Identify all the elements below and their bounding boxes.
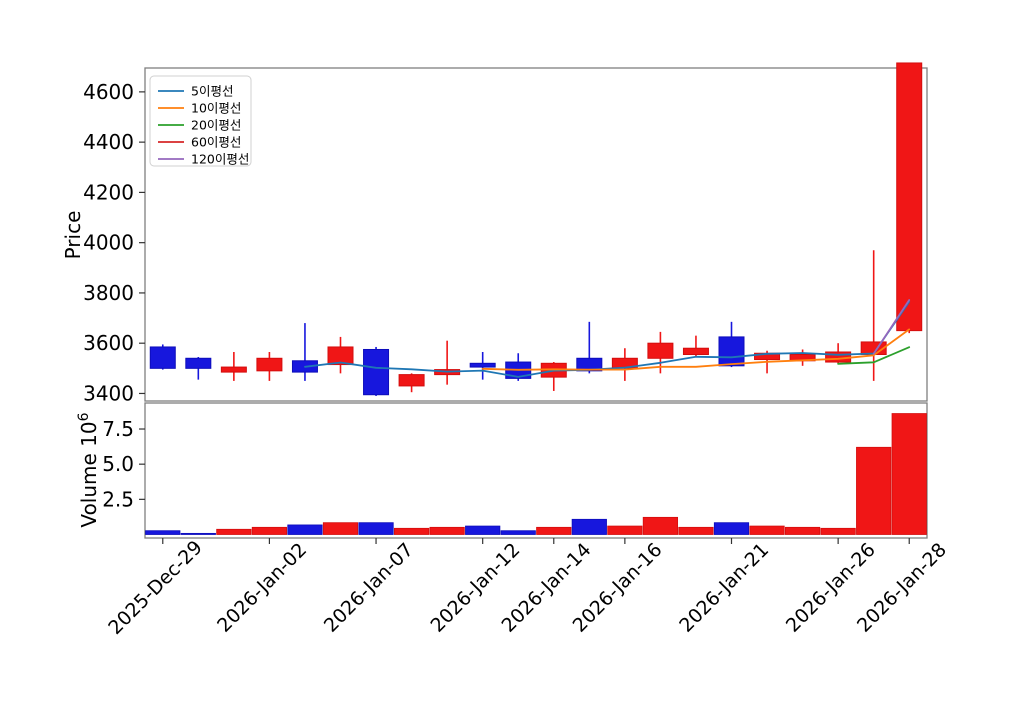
candle [434,340,461,385]
candle [825,343,852,364]
candle-body [647,342,674,359]
candle-body [576,357,603,372]
price-panel-border [144,67,928,402]
volume-bar [713,522,750,535]
volume-bar [500,530,536,535]
volume-bar [536,526,572,535]
volume-bar [287,524,323,535]
candle [718,321,745,368]
candle [611,348,638,381]
candle [185,357,212,380]
volume-bar [820,527,856,535]
volume-bar [749,525,785,535]
legend-label: 60이평선 [191,135,241,150]
candlesticks [149,62,923,396]
candle [469,351,496,380]
volume-bar [180,532,216,535]
candle-body [185,357,212,369]
volume-bar [322,522,359,535]
ma-line-5이평선 [304,300,911,378]
candle-body [469,362,496,368]
volume-bar [393,527,430,535]
volume-bar [678,526,714,535]
candle [896,62,923,334]
volume-bar [145,530,181,535]
candle [682,335,709,358]
volume-bar [891,413,927,535]
volume-axis-title: Volume 106 [76,412,101,527]
candle-body [149,346,176,369]
price-tick-label: 4000 [83,231,134,255]
volume-bar [607,525,643,535]
price-tick-label: 4600 [83,80,134,104]
volume-bar [856,446,892,535]
legend-label: 5이평선 [191,84,233,99]
volume-bar [642,516,679,535]
ma-line-10이평선 [481,328,911,371]
candle [540,362,567,391]
volume-bar [571,518,607,535]
legend-label: 20이평선 [191,118,241,133]
candle-body [256,357,283,372]
candle [256,351,283,381]
volume-bar [358,522,394,535]
volume-bar [429,526,465,535]
candle [291,323,318,381]
volume-bar [784,526,821,535]
date-tick-label: 2026-Jan-02 [213,539,311,637]
candle [149,344,176,370]
volume-bars [145,413,927,535]
price-axis-title: Price [61,211,85,260]
x-axis: 2025-Dec-29 2026-Jan-02 2026-Jan-07 2026-Ja… [104,536,951,639]
candle [363,346,390,396]
candle-body [896,62,923,332]
date-tick-label: 2026-Jan-21 [675,539,773,637]
date-tick-label: 2025-Dec-29 [104,536,207,639]
ma-line-20이평선 [837,346,911,365]
candle-body [363,348,390,396]
candle-body [327,346,354,366]
candle [860,250,887,381]
candle-body [220,366,247,373]
moving-average-lines [304,299,911,378]
price-tick-label: 4400 [83,130,134,154]
candle [327,336,354,374]
price-tick-label: 3600 [83,331,134,355]
candle [576,321,603,374]
volume-bar [251,526,288,535]
legend-label: 120이평선 [191,152,249,167]
legend: 5이평선 10이평선 20이평선 60이평선 120이평선 [149,75,252,167]
volume-panel-border [144,402,928,539]
axes-frame [144,67,928,539]
candle [220,351,247,381]
volume-bar [216,528,252,535]
volume-bar [465,525,501,535]
legend-box [149,75,252,167]
price-tick-label: 4200 [83,180,134,204]
candle [647,331,674,374]
candle-body [682,347,709,356]
date-tick-label: 2026-Jan-07 [320,539,418,637]
price-y-axis: 3400 3600 3800 4000 4200 4400 4600 Price [61,80,145,405]
legend-label: 10이평선 [191,101,241,116]
candle-body [718,336,745,367]
candle [398,373,425,393]
candle-body [398,374,425,387]
price-tick-label: 3400 [83,381,134,405]
volume-tick-label: 7.5 [102,417,134,441]
volume-tick-label: 5.0 [102,452,134,476]
price-tick-label: 3800 [83,281,134,305]
ma-line-120이평선 [872,299,911,355]
volume-tick-label: 2.5 [102,487,134,511]
candle [789,349,816,366]
